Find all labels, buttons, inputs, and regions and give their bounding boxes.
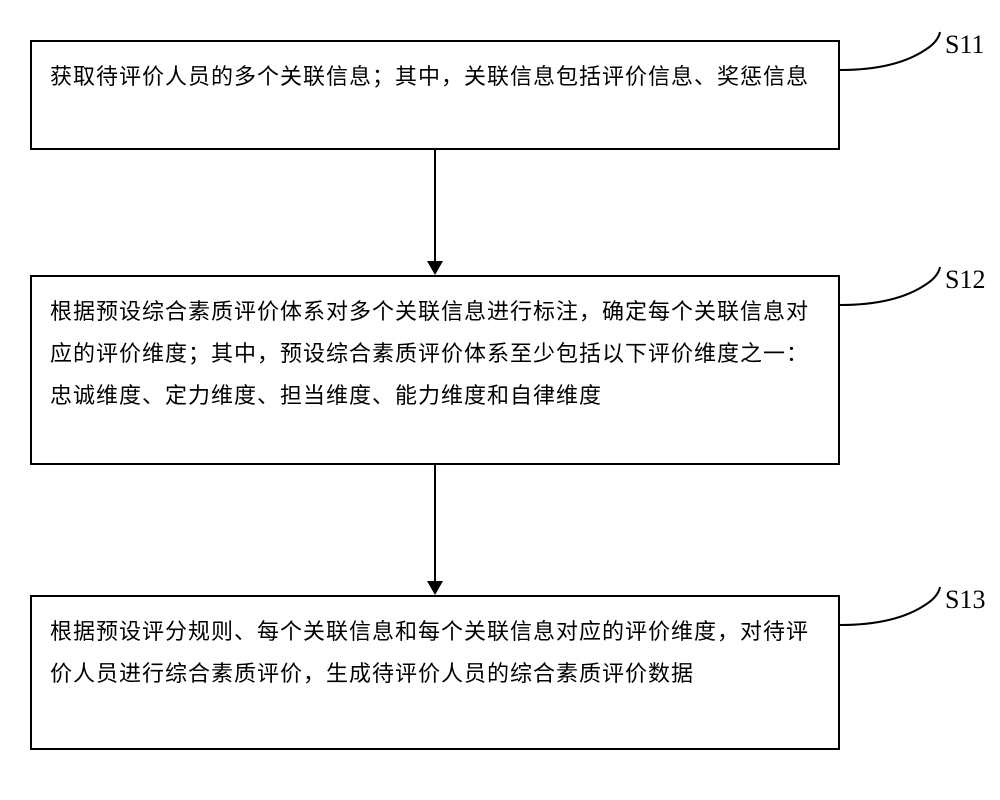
step-s12-text: 根据预设综合素质评价体系对多个关联信息进行标注，确定每个关联信息对应的评价维度；… [50, 299, 809, 408]
arrow-s12-s13-head [427, 581, 443, 595]
step-s12-label: S12 [945, 265, 985, 295]
step-s12-box: 根据预设综合素质评价体系对多个关联信息进行标注，确定每个关联信息对应的评价维度；… [30, 275, 840, 465]
connector-curve-s11 [840, 30, 950, 90]
step-s11-label: S11 [945, 30, 985, 60]
connector-curve-s13 [840, 585, 950, 645]
step-s13-text: 根据预设评分规则、每个关联信息和每个关联信息对应的评价维度，对待评价人员进行综合… [50, 619, 809, 686]
step-s11-text: 获取待评价人员的多个关联信息；其中，关联信息包括评价信息、奖惩信息 [50, 64, 809, 89]
step-s13-box: 根据预设评分规则、每个关联信息和每个关联信息对应的评价维度，对待评价人员进行综合… [30, 595, 840, 750]
step-s13-label: S13 [945, 585, 985, 615]
arrow-s11-s12-head [427, 261, 443, 275]
flowchart-container: 获取待评价人员的多个关联信息；其中，关联信息包括评价信息、奖惩信息 S11 根据… [0, 0, 1000, 800]
arrow-s11-s12-line [434, 150, 436, 261]
connector-curve-s12 [840, 265, 950, 325]
arrow-s12-s13-line [434, 465, 436, 581]
step-s11-box: 获取待评价人员的多个关联信息；其中，关联信息包括评价信息、奖惩信息 [30, 40, 840, 150]
